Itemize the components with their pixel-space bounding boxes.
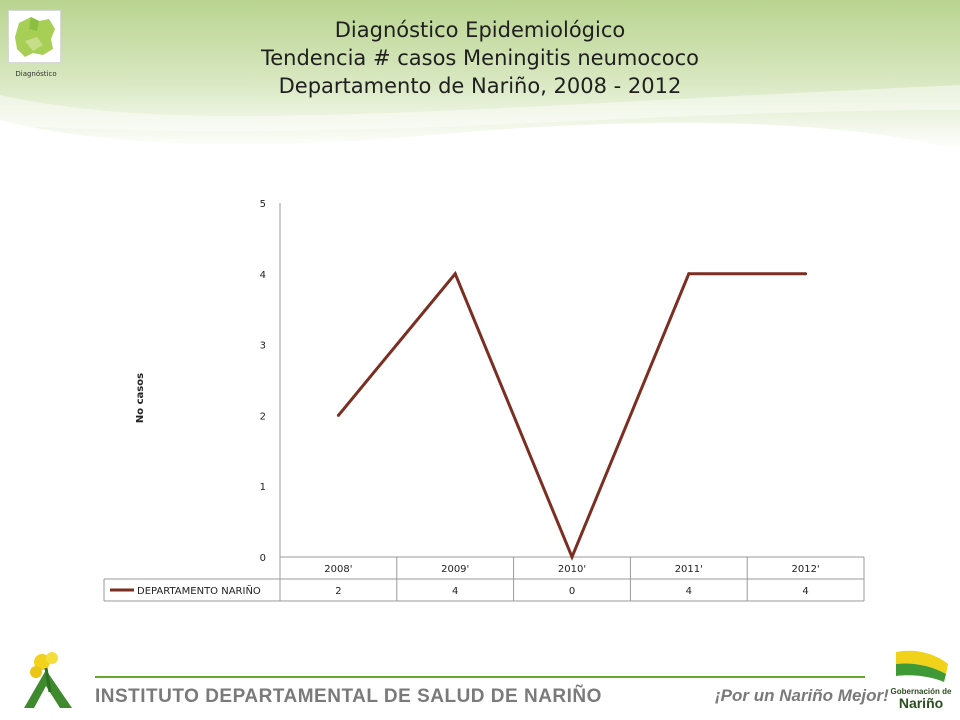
x-category-label: 2009' (441, 564, 469, 575)
x-category-label: 2008' (324, 564, 352, 575)
table-value-cell: 4 (802, 586, 808, 597)
y-tick-label: 3 (260, 341, 266, 352)
ids-flower-logo-icon (16, 648, 80, 714)
x-category-label: 2010' (558, 564, 586, 575)
y-tick-label: 2 (260, 411, 266, 422)
title-line-1: Diagnóstico Epidemiológico (334, 18, 626, 42)
data-point (687, 272, 691, 276)
y-tick-label: 5 (260, 199, 266, 210)
table-value-cell: 4 (686, 586, 692, 597)
gobernacion-narino-logo-icon: Gobernación de Nariño (888, 648, 954, 712)
footer-divider (95, 676, 865, 678)
series-line (337, 270, 806, 561)
legend-series-name: DEPARTAMENTO NARIÑO (137, 584, 261, 597)
data-point (453, 272, 457, 276)
table-value-cell: 0 (569, 586, 575, 597)
header-swoosh-background (0, 0, 960, 200)
x-category-label: 2012' (791, 564, 819, 575)
logo-caption: Diagnóstico (15, 70, 57, 78)
footer-institute-name: INSTITUTO DEPARTAMENTAL DE SALUD DE NARI… (95, 686, 602, 707)
data-point (570, 555, 574, 559)
footer-slogan: ¡Por un Nariño Mejor! (715, 686, 889, 705)
y-axis-label: No casos (135, 373, 146, 423)
y-tick-label: 0 (260, 553, 266, 564)
x-category-label: 2011' (675, 564, 703, 575)
data-point (336, 413, 340, 417)
title-line-3: Departamento de Nariño, 2008 - 2012 (278, 74, 682, 98)
page-title: Diagnóstico Epidemiológico Tendencia # c… (150, 16, 810, 100)
table-value-cell: 2 (335, 586, 341, 597)
narino-map-logo-icon (8, 10, 61, 63)
table-value-cell: 4 (452, 586, 458, 597)
y-tick-label: 4 (260, 270, 266, 281)
y-tick-label: 1 (260, 482, 266, 493)
svg-text:Gobernación de: Gobernación de (891, 687, 952, 696)
svg-text:Nariño: Nariño (899, 695, 943, 711)
data-point (804, 272, 808, 276)
title-line-2: Tendencia # casos Meningitis neumococo (260, 46, 700, 70)
